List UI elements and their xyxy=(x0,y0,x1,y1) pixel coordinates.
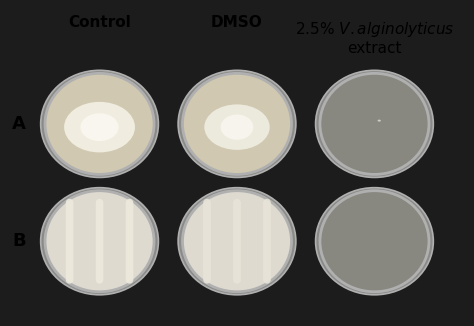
Text: Control: Control xyxy=(68,15,131,30)
Ellipse shape xyxy=(178,70,296,177)
Ellipse shape xyxy=(320,191,429,292)
Ellipse shape xyxy=(182,73,292,174)
Ellipse shape xyxy=(316,70,433,177)
Ellipse shape xyxy=(378,120,381,122)
Ellipse shape xyxy=(41,188,158,295)
Ellipse shape xyxy=(220,114,253,140)
Ellipse shape xyxy=(320,73,429,174)
Text: A: A xyxy=(12,115,26,133)
Ellipse shape xyxy=(64,102,135,153)
Ellipse shape xyxy=(204,104,270,150)
Ellipse shape xyxy=(41,70,158,177)
Text: 2.5% $\mathit{V. alginolyticus}$
extract: 2.5% $\mathit{V. alginolyticus}$ extract xyxy=(295,20,454,56)
Text: DMSO: DMSO xyxy=(211,15,263,30)
Ellipse shape xyxy=(182,191,292,292)
Text: B: B xyxy=(12,232,26,250)
Ellipse shape xyxy=(316,188,433,295)
Ellipse shape xyxy=(45,73,154,174)
Ellipse shape xyxy=(178,188,296,295)
Ellipse shape xyxy=(81,113,118,141)
Ellipse shape xyxy=(45,191,154,292)
